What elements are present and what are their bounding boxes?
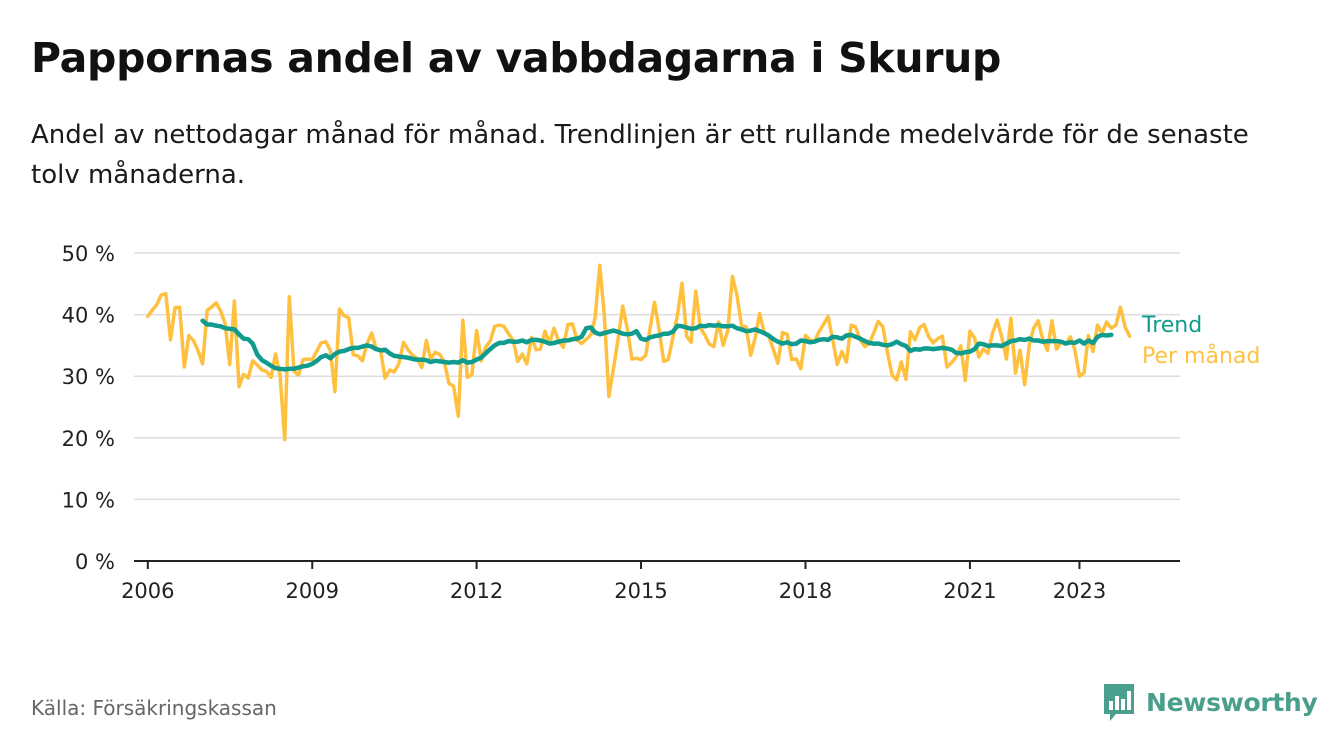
x-tick-label: 2012 (450, 579, 503, 603)
brand-name: Newsworthy (1146, 687, 1318, 717)
newsworthy-logo-icon (1104, 684, 1134, 721)
series-line-trend (200, 318, 1114, 372)
y-tick-label: 50 % (62, 242, 115, 266)
x-tick-label: 2015 (614, 579, 667, 603)
y-tick-label: 10 % (62, 488, 115, 512)
series-lines (146, 263, 1132, 442)
source-note: Källa: Försäkringskassan (31, 696, 277, 720)
x-tick-label: 2006 (121, 579, 174, 603)
y-tick-label: 30 % (62, 365, 115, 389)
x-tick-label: 2018 (779, 579, 832, 603)
chart-subtitle: Andel av nettodagar månad för månad. Tre… (31, 120, 1249, 190)
y-tick-label: 0 % (75, 550, 115, 574)
brand-logo[interactable]: Newsworthy (1102, 682, 1318, 722)
y-tick-label: 40 % (62, 304, 115, 328)
y-axis-ticks: 0 % 10 % 20 % 30 % 40 % 50 % (62, 242, 115, 574)
x-tick-label: 2021 (943, 579, 996, 603)
series-line-per-m-nad (146, 263, 1132, 442)
legend-trend: Trend (1141, 313, 1202, 338)
legend-per-manad: Per månad (1142, 343, 1260, 369)
x-tick-label: 2009 (286, 579, 339, 603)
legend: Trend Per månad (1141, 313, 1260, 369)
chart-title: Pappornas andel av vabbdagarna i Skurup (31, 34, 1002, 82)
x-tick-label: 2023 (1053, 579, 1106, 603)
y-tick-label: 20 % (62, 427, 115, 451)
x-axis-ticks: 2006 2009 2012 2015 2018 2021 2023 (121, 561, 1106, 603)
